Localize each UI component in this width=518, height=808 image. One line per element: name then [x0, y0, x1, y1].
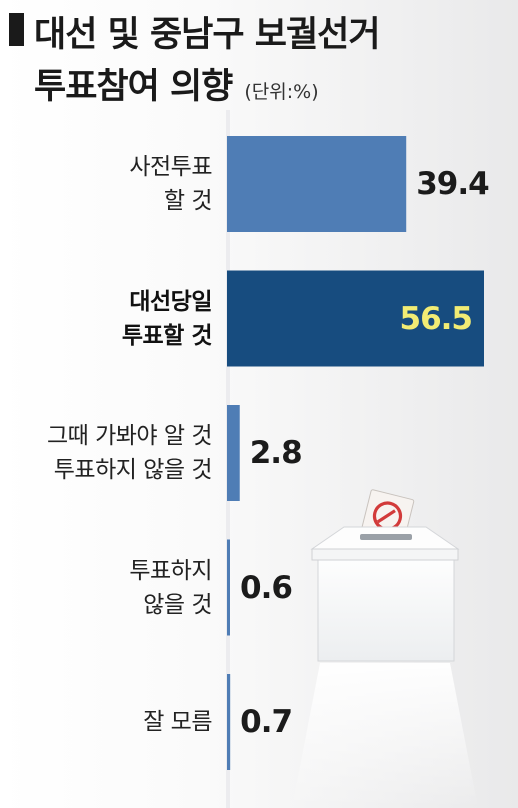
category-label-5: 잘 모름 [12, 705, 212, 739]
category-label-2-line-1: 대선당일 [129, 288, 212, 315]
bar-2 [227, 270, 484, 367]
title-marker [9, 13, 24, 46]
chart-title-line-2: 투표참여 의향 (단위:%) [34, 58, 319, 109]
category-label-3-line-2: 투표하지 않을 것 [53, 457, 213, 483]
ballot-box-icon [292, 489, 478, 808]
chart-title-line-2-text: 투표참여 의향 [34, 67, 233, 107]
value-label-4: 0.6 [240, 569, 293, 606]
chart-header: 대선 및 중남구 보궐선거 투표참여 의향 (단위:%) [0, 0, 518, 110]
category-label-3-line-1: 그때 가봐야 알 것 [46, 423, 213, 449]
unit-label: (단위:%) [244, 81, 319, 103]
chart-title-line-1: 대선 및 중남구 보궐선거 [34, 15, 381, 55]
bar-3 [227, 405, 240, 501]
value-label-1: 39.4 [416, 166, 489, 202]
category-label-5-line-1: 잘 모름 [143, 709, 212, 735]
value-label-2: 56.5 [399, 300, 473, 337]
value-label-5: 0.7 [240, 704, 293, 740]
category-label-4-line-2: 않을 것 [143, 591, 212, 618]
bar-4 [227, 539, 230, 636]
value-label-3: 2.8 [249, 435, 303, 471]
bar-5 [227, 674, 231, 770]
category-label-1-line-1: 사전투표 [129, 154, 212, 180]
category-label-1-line-2: 할 것 [163, 188, 213, 214]
category-label-2-line-2: 투표할 것 [121, 322, 213, 349]
bars-group [227, 136, 484, 770]
bar-1 [227, 136, 407, 232]
category-label-4-line-1: 투표하지 [129, 557, 212, 584]
